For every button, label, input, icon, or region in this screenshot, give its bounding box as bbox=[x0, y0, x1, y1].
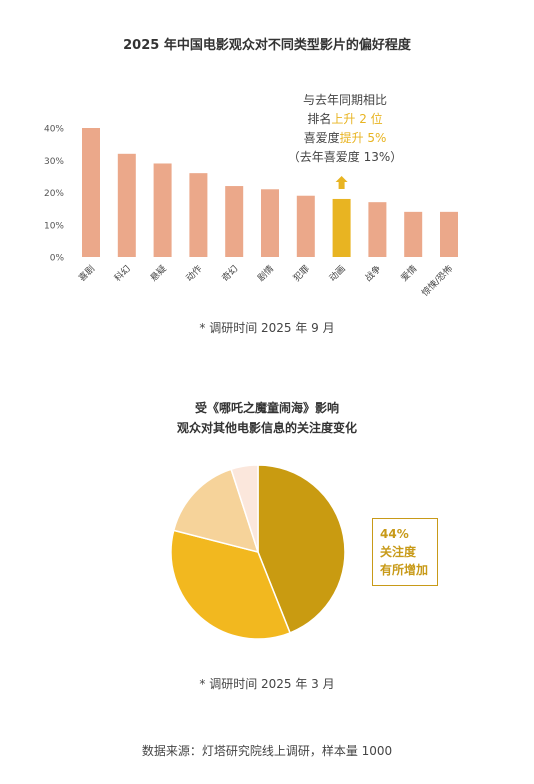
x-tick-label: 剧情 bbox=[255, 263, 276, 284]
x-tick-label: 动作 bbox=[183, 263, 204, 284]
bar-4 bbox=[225, 186, 244, 257]
annotation-line-1: 与去年同期相比 bbox=[302, 93, 387, 107]
bar-9 bbox=[404, 211, 423, 257]
x-tick-label: 犯罪 bbox=[291, 263, 312, 284]
pie-slice-1 bbox=[170, 529, 292, 640]
annotation-line-4: （去年喜爱度 13%） bbox=[287, 150, 403, 164]
annotation-line-3: 喜爱度提升 5% bbox=[270, 129, 420, 148]
annotation-line-3-prefix: 喜爱度 bbox=[303, 131, 340, 145]
bar-2 bbox=[153, 163, 172, 257]
pie-slice-3 bbox=[230, 464, 259, 553]
annotation-line-2: 排名上升 2 位 bbox=[270, 110, 420, 129]
bar-3 bbox=[189, 173, 208, 257]
y-tick-label: 10% bbox=[44, 221, 64, 231]
pie-chart bbox=[170, 464, 346, 640]
bar-chart-note: * 调研时间 2025 年 9 月 bbox=[199, 321, 335, 335]
annotation-line-3-highlight: 提升 5% bbox=[339, 131, 387, 145]
bar-0 bbox=[82, 128, 100, 257]
bar-7 bbox=[332, 198, 351, 257]
pie-chart-note: * 调研时间 2025 年 3 月 bbox=[199, 677, 335, 691]
pie-title-line-2: 观众对其他电影信息的关注度变化 bbox=[176, 421, 357, 435]
x-tick-label: 科幻 bbox=[112, 263, 133, 284]
y-tick-label: 40% bbox=[44, 125, 64, 135]
x-tick-label: 动画 bbox=[327, 263, 348, 284]
x-tick-label: 战争 bbox=[362, 263, 383, 284]
callout-value: 44% bbox=[380, 527, 409, 541]
y-tick-label: 30% bbox=[44, 157, 64, 167]
annotation-line-2-highlight: 上升 2 位 bbox=[331, 112, 383, 126]
data-source: 数据来源：灯塔研究院线上调研，样本量 1000 bbox=[141, 744, 393, 758]
x-tick-label: 奇幻 bbox=[219, 263, 240, 284]
annotation-line-2-prefix: 排名 bbox=[307, 112, 332, 126]
callout-label-1: 关注度 bbox=[380, 545, 417, 559]
bar-8 bbox=[368, 202, 387, 257]
y-tick-label: 20% bbox=[44, 189, 64, 199]
bar-annotation: 与去年同期相比 排名上升 2 位 喜爱度提升 5% （去年喜爱度 13%） bbox=[270, 91, 420, 167]
bar-1 bbox=[117, 153, 136, 257]
y-tick-label: 0% bbox=[50, 254, 65, 264]
callout-label-2: 有所增加 bbox=[380, 563, 429, 577]
bar-10 bbox=[440, 211, 458, 257]
up-arrow-icon bbox=[335, 175, 348, 189]
bar-5 bbox=[261, 189, 279, 257]
pie-callout: 44% 关注度 有所增加 bbox=[372, 518, 438, 586]
x-tick-label: 爱情 bbox=[398, 263, 419, 284]
bar-chart-title: 2025 年中国电影观众对不同类型影片的偏好程度 bbox=[123, 38, 411, 53]
bar-chart: 0% 10% 20% 30% 40% 喜剧 科幻 悬疑 动作 奇幻 剧情 犯罪 动画 战争 爱情 惊悚/恐怖 bbox=[44, 125, 458, 299]
pie-title-line-1: 受《哪吒之魔童闹海》影响 bbox=[194, 401, 339, 415]
x-tick-label: 惊悚/恐怖 bbox=[419, 263, 455, 299]
pie-slice-0 bbox=[257, 464, 346, 634]
x-tick-label: 悬疑 bbox=[148, 263, 169, 284]
pie-chart-title: 受《哪吒之魔童闹海》影响 观众对其他电影信息的关注度变化 bbox=[0, 398, 534, 438]
x-tick-label: 喜剧 bbox=[76, 263, 97, 284]
bar-6 bbox=[296, 195, 315, 257]
pie-slice-2 bbox=[172, 468, 260, 554]
